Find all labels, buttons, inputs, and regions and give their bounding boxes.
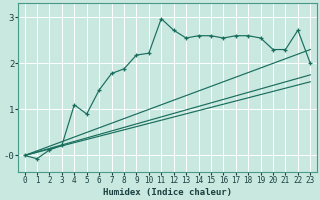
X-axis label: Humidex (Indice chaleur): Humidex (Indice chaleur) <box>103 188 232 197</box>
